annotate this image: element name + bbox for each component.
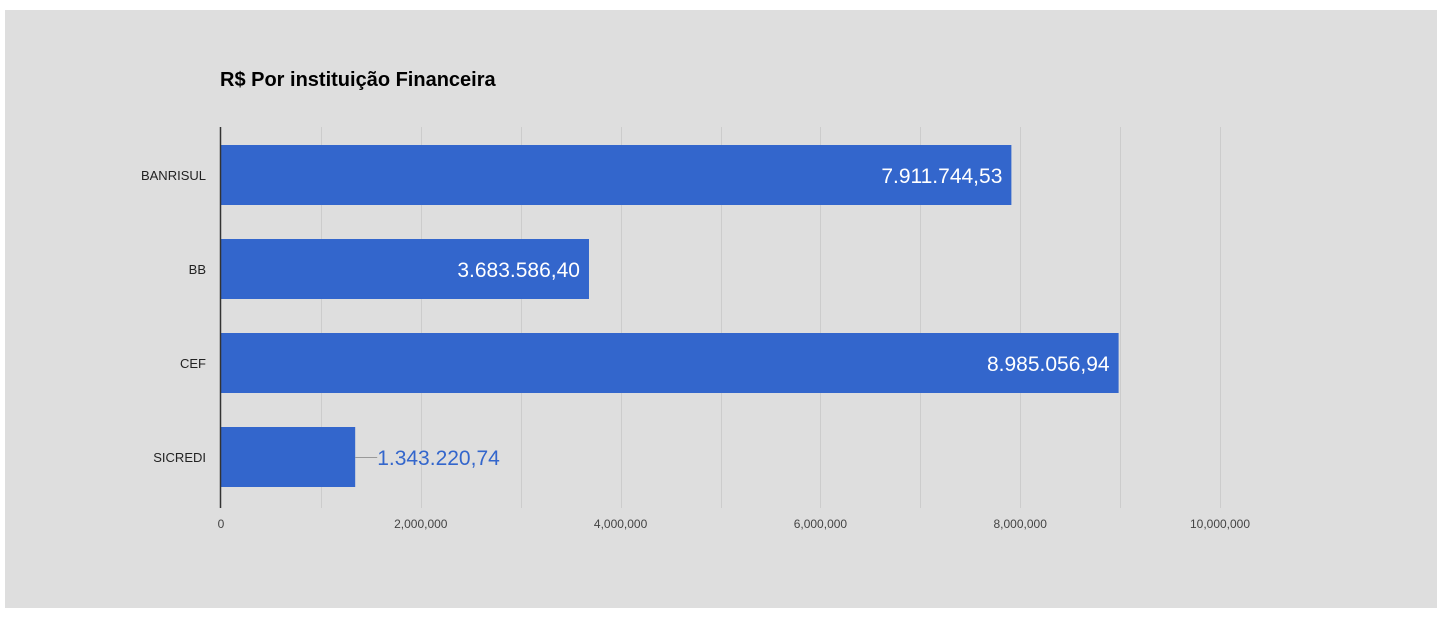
value-label: 8.985.056,94 — [987, 353, 1110, 376]
labels: 0 2,000,000 4,000,000 6,000,000 8,000,000 10,… — [141, 165, 1250, 531]
category-label: SICREDI — [153, 450, 206, 465]
bar — [221, 333, 1119, 393]
category-label: CEF — [180, 356, 206, 371]
category-label: BB — [189, 262, 206, 277]
category-label: BANRISUL — [141, 168, 206, 183]
value-label: 1.343.220,74 — [377, 447, 500, 470]
x-tick-label: 8,000,000 — [994, 517, 1048, 531]
bar — [221, 427, 356, 487]
value-label: 3.683.586,40 — [457, 259, 580, 282]
x-tick-label: 10,000,000 — [1190, 517, 1250, 531]
x-tick-label: 4,000,000 — [594, 517, 648, 531]
bars — [221, 145, 1119, 487]
x-tick-label: 6,000,000 — [794, 517, 848, 531]
bar — [221, 145, 1012, 205]
value-label: 7.911.744,53 — [881, 165, 1002, 188]
x-tick-label: 2,000,000 — [394, 517, 448, 531]
chart-title: R$ Por instituição Financeira — [220, 69, 497, 91]
bar — [221, 239, 589, 299]
x-tick-label: 0 — [218, 517, 225, 531]
